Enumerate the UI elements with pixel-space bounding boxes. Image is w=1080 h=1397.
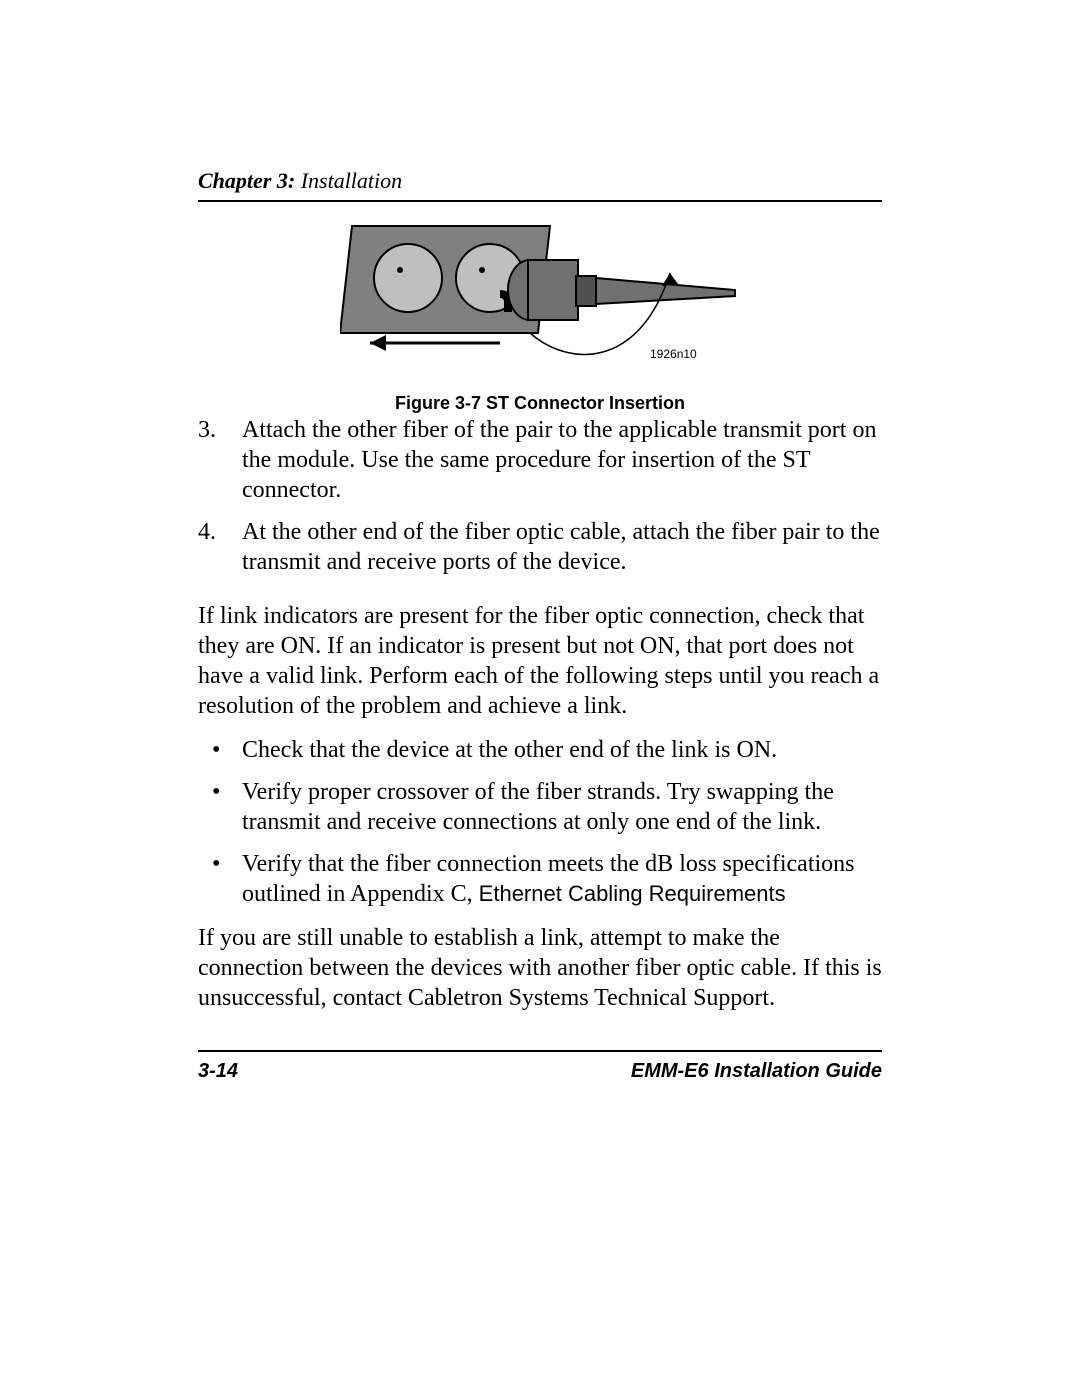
bullet-verify-crossover: Verify proper crossover of the fiber str… [198, 777, 888, 837]
numbered-steps: Attach the other fiber of the pair to th… [198, 415, 888, 577]
figure-ref-code: 1926n10 [650, 347, 697, 361]
page-header: Chapter 3: Installation [198, 168, 882, 202]
outro-paragraph: If you are still unable to establish a l… [198, 923, 888, 1013]
figure-caption: Figure 3-7 ST Connector Insertion [290, 393, 790, 414]
document-page: Chapter 3: Installation [0, 0, 1080, 1397]
step-3: Attach the other fiber of the pair to th… [198, 415, 888, 505]
chapter-title: Installation [295, 168, 402, 193]
bullet-check-device-on: Check that the device at the other end o… [198, 735, 888, 765]
bullet3-appendix-ref: Ethernet Cabling Requirements [479, 881, 786, 906]
page-number: 3-14 [198, 1060, 238, 1083]
doc-title: EMM-E6 Installation Guide [631, 1060, 882, 1083]
troubleshoot-bullets: Check that the device at the other end o… [198, 735, 888, 909]
page-footer: 3-14 EMM-E6 Installation Guide [198, 1050, 882, 1083]
body-text: Attach the other fiber of the pair to th… [198, 415, 888, 1027]
chapter-label: Chapter 3: [198, 168, 295, 193]
st-connector-diagram: 1926n10 [340, 218, 740, 378]
bullet-verify-db-loss: Verify that the fiber connection meets t… [198, 849, 888, 909]
step-4: At the other end of the fiber optic cabl… [198, 517, 888, 577]
link-indicator-paragraph: If link indicators are present for the f… [198, 601, 888, 721]
figure-3-7: 1926n10 Figure 3-7 ST Connector Insertio… [290, 218, 790, 414]
